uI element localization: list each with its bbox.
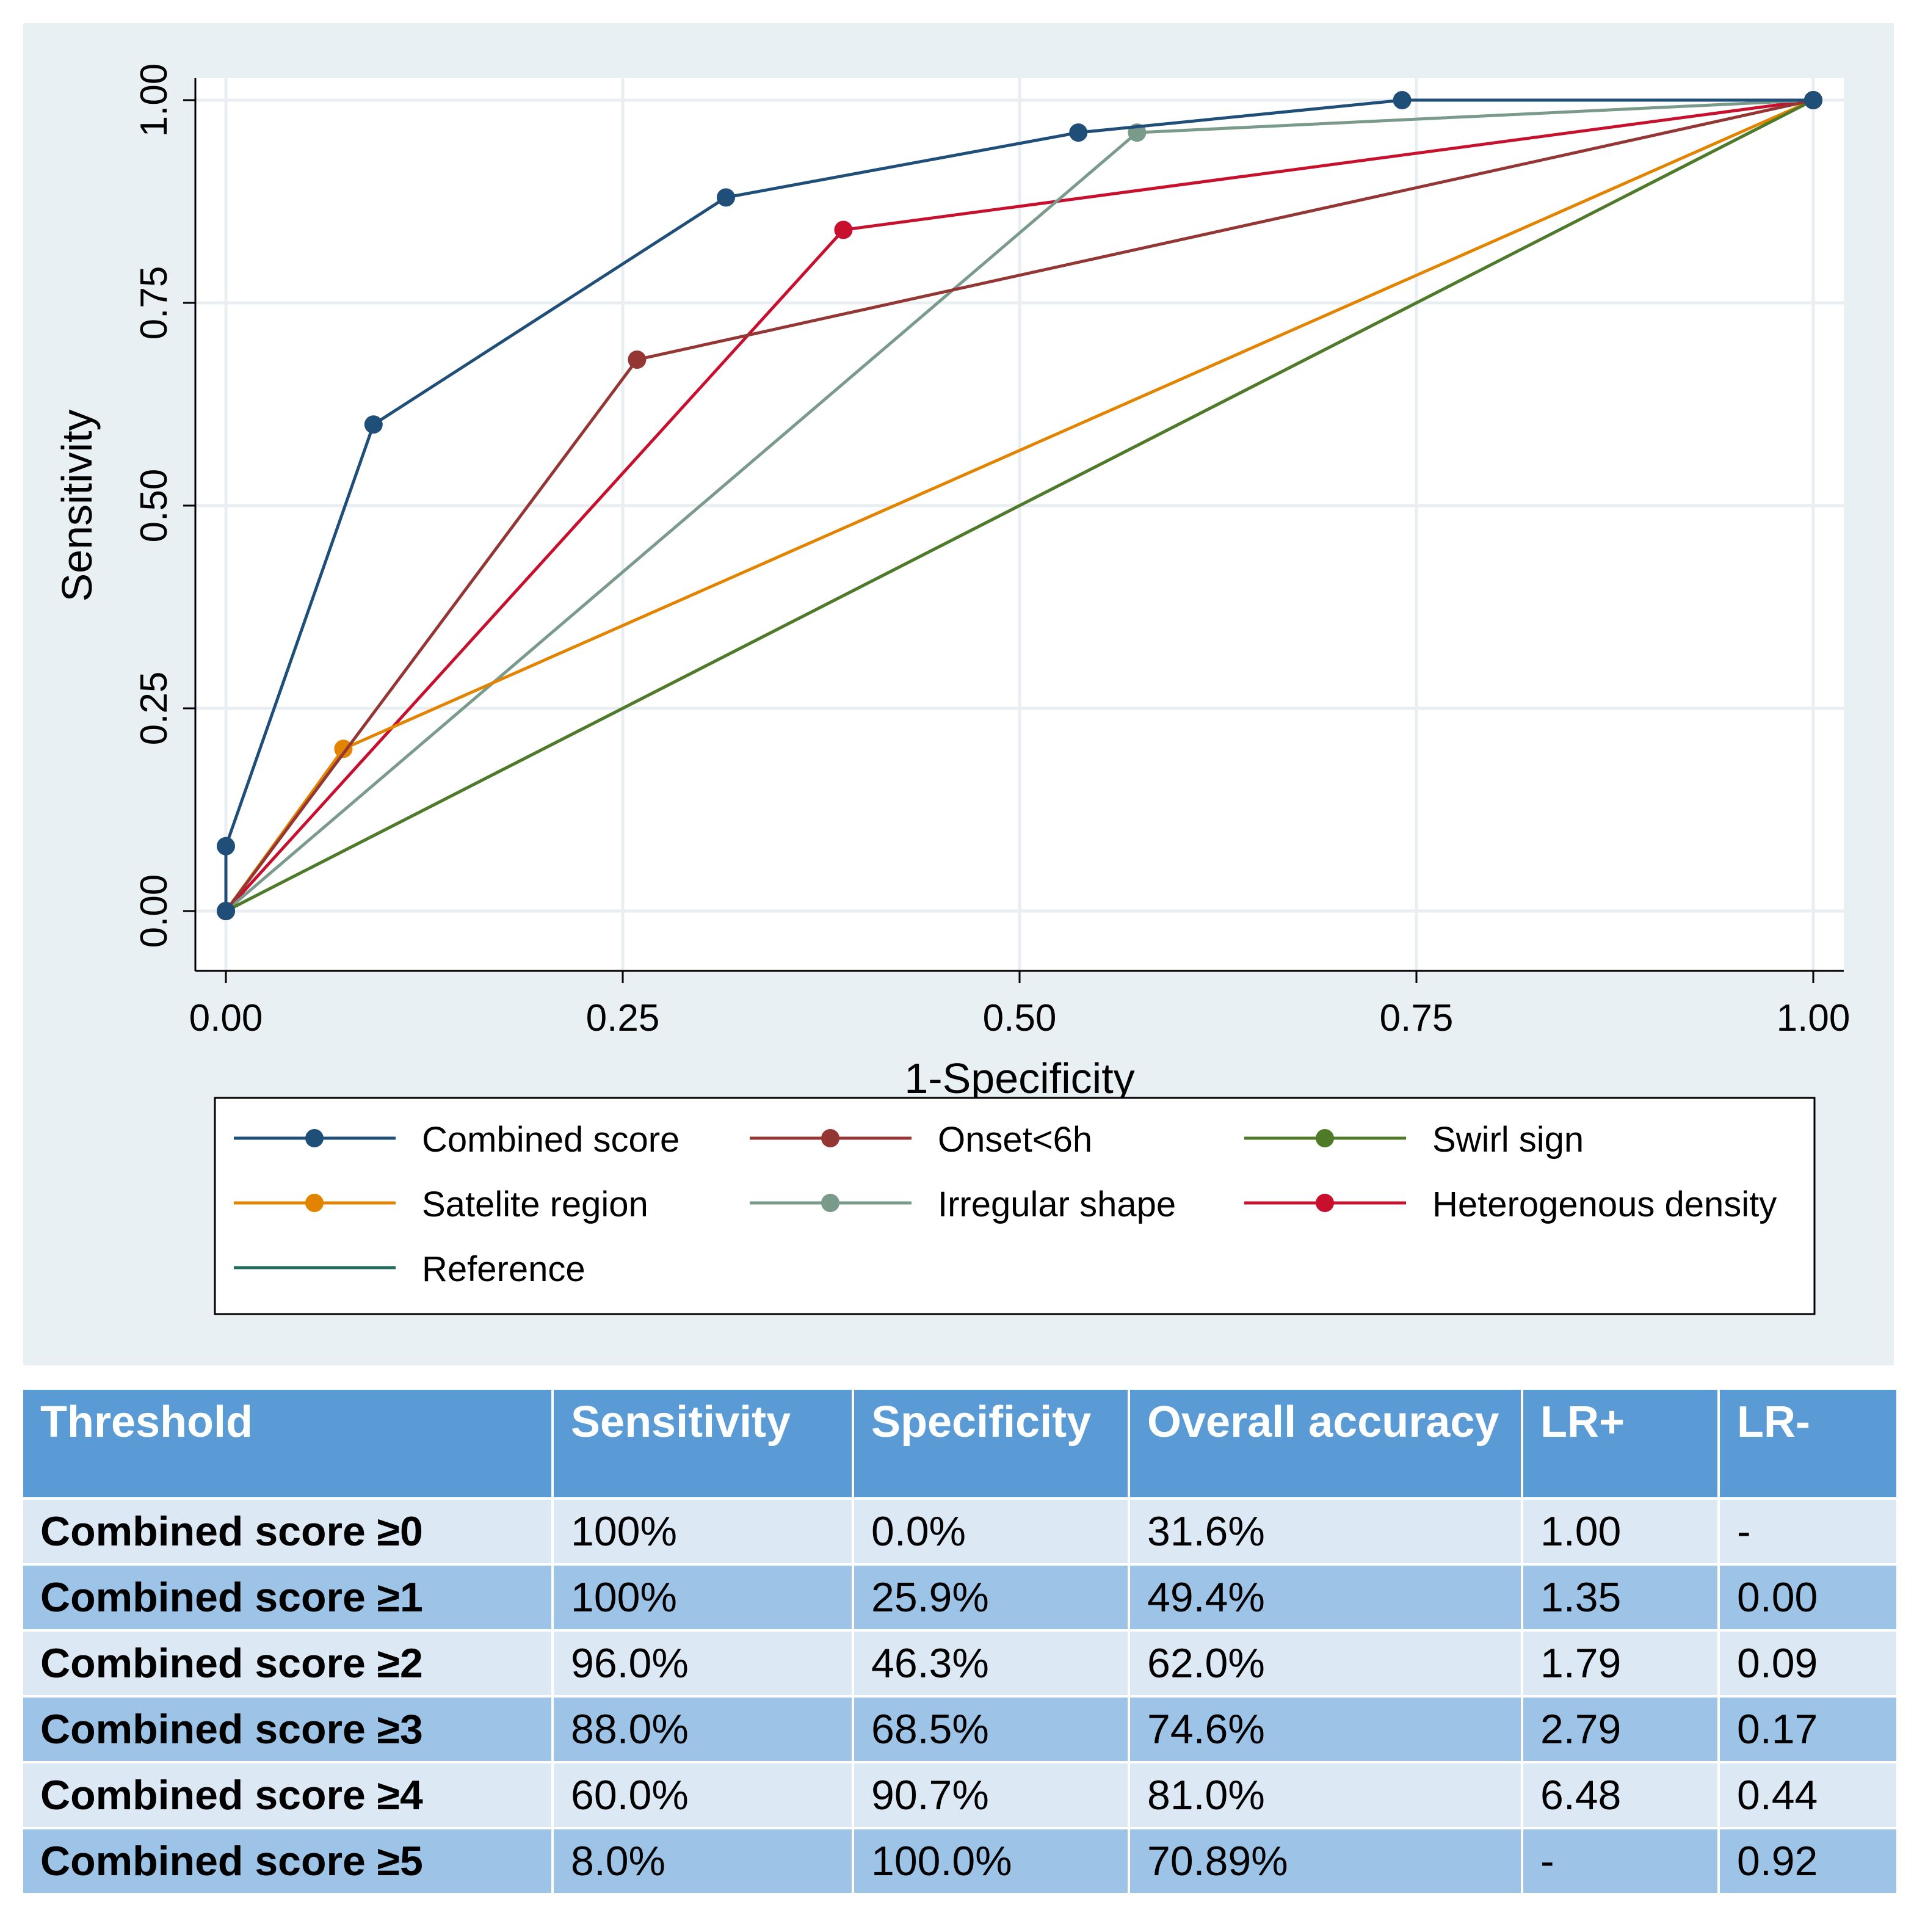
table-header-row: Threshold Sensitivity Specificity Overal…	[23, 1390, 1896, 1497]
header-lr-negative: LR-	[1720, 1390, 1896, 1497]
header-sensitivity: Sensitivity	[554, 1390, 852, 1497]
lr-positive-cell: 1.35	[1523, 1566, 1717, 1629]
data-point-combined-score	[717, 188, 735, 207]
x-tick-label: 0.00	[189, 997, 263, 1039]
sensitivity-cell: 60.0%	[554, 1763, 852, 1827]
accuracy-cell: 74.6%	[1130, 1698, 1521, 1761]
data-point-combined-score	[1393, 91, 1412, 109]
results-table-container: Threshold Sensitivity Specificity Overal…	[23, 1387, 1896, 1895]
y-tick-label: 1.00	[133, 64, 175, 137]
legend-label-swirl-sign: Swirl sign	[1432, 1120, 1584, 1160]
threshold-cell: Combined score ≥2	[23, 1632, 551, 1695]
threshold-cell: Combined score ≥0	[23, 1500, 551, 1563]
header-threshold: Threshold	[23, 1390, 551, 1497]
header-lr-positive: LR+	[1523, 1390, 1717, 1497]
threshold-cell: Combined score ≥4	[23, 1763, 551, 1827]
y-axis-label: Sensitivity	[53, 409, 101, 601]
series-lines	[217, 91, 1822, 920]
specificity-cell: 25.9%	[854, 1566, 1128, 1629]
results-table: Threshold Sensitivity Specificity Overal…	[21, 1387, 1899, 1895]
legend-label-irregular-shape: Irregular shape	[938, 1185, 1176, 1224]
table-row: Combined score ≥5 8.0% 100.0% 70.89% - 0…	[23, 1829, 1896, 1893]
header-specificity: Specificity	[854, 1390, 1128, 1497]
sensitivity-cell: 96.0%	[554, 1632, 852, 1695]
legend-label-combined-score: Combined score	[422, 1120, 680, 1160]
lr-negative-cell: 0.17	[1720, 1698, 1896, 1761]
data-point-onset-6h	[628, 350, 647, 369]
data-point-combined-score	[1069, 123, 1088, 142]
x-tick-label: 0.25	[586, 997, 660, 1039]
specificity-cell: 46.3%	[854, 1632, 1128, 1695]
table-row: Combined score ≥4 60.0% 90.7% 81.0% 6.48…	[23, 1763, 1896, 1827]
legend-marker-onset-6h	[821, 1129, 839, 1147]
roc-chart-panel: 0.00 0.25 0.50 0.75 1.00 0.00 0.25 0.50 0.75 1.00…	[23, 23, 1894, 1365]
y-tick-label: 0.25	[133, 672, 175, 746]
legend-marker-heterogenous-density	[1316, 1194, 1334, 1212]
sensitivity-cell: 100%	[554, 1500, 852, 1563]
table-row: Combined score ≥1 100% 25.9% 49.4% 1.35 …	[23, 1566, 1896, 1629]
roc-chart: 0.00 0.25 0.50 0.75 1.00 0.00 0.25 0.50 0.75 1.00…	[53, 64, 1850, 1315]
lr-positive-cell: 2.79	[1523, 1698, 1717, 1761]
lr-positive-cell: -	[1523, 1829, 1717, 1893]
legend-marker-swirl-sign	[1316, 1129, 1334, 1147]
sensitivity-cell: 8.0%	[554, 1829, 852, 1893]
x-tick-label: 1.00	[1777, 997, 1851, 1039]
threshold-cell: Combined score ≥3	[23, 1698, 551, 1761]
lr-negative-cell: 0.09	[1720, 1632, 1896, 1695]
lr-negative-cell: 0.44	[1720, 1763, 1896, 1827]
accuracy-cell: 49.4%	[1130, 1566, 1521, 1629]
table-row: Combined score ≥0 100% 0.0% 31.6% 1.00 -	[23, 1500, 1896, 1563]
data-point-satelite-region	[334, 739, 353, 758]
accuracy-cell: 81.0%	[1130, 1763, 1521, 1827]
data-point-combined-score	[364, 415, 383, 434]
y-tick-label: 0.00	[133, 874, 175, 948]
sensitivity-cell: 88.0%	[554, 1698, 852, 1761]
threshold-cell: Combined score ≥5	[23, 1829, 551, 1893]
lr-negative-cell: -	[1720, 1500, 1896, 1563]
legend-marker-irregular-shape	[821, 1194, 839, 1212]
legend-box	[214, 1097, 1816, 1315]
y-tick-label: 0.75	[133, 266, 175, 340]
axis-ticks: 0.00 0.25 0.50 0.75 1.00 0.00 0.25 0.50 0.75 1.00	[133, 64, 1850, 1039]
accuracy-cell: 70.89%	[1130, 1829, 1521, 1893]
header-overall-accuracy: Overall accuracy	[1130, 1390, 1521, 1497]
legend-label-satelite-region: Satelite region	[422, 1185, 648, 1224]
x-axis-label: 1-Specificity	[904, 1055, 1134, 1102]
data-point-combined-score	[217, 902, 235, 920]
series-line-swirl-sign	[225, 98, 1814, 913]
lr-negative-cell: 0.92	[1720, 1829, 1896, 1893]
legend-marker-satelite-region	[305, 1194, 324, 1212]
lr-positive-cell: 1.00	[1523, 1500, 1717, 1563]
legend-label-onset-6h: Onset<6h	[938, 1120, 1092, 1160]
specificity-cell: 100.0%	[854, 1829, 1128, 1893]
x-tick-label: 0.50	[983, 997, 1057, 1039]
sensitivity-cell: 100%	[554, 1566, 852, 1629]
legend-label-heterogenous-density: Heterogenous density	[1432, 1185, 1777, 1224]
data-point-combined-score	[1804, 91, 1822, 109]
lr-negative-cell: 0.00	[1720, 1566, 1896, 1629]
legend: Combined score Onset<6h Swirl sign Satelite…	[234, 1120, 1777, 1289]
accuracy-cell: 62.0%	[1130, 1632, 1521, 1695]
accuracy-cell: 31.6%	[1130, 1500, 1521, 1563]
data-point-heterogenous-density	[834, 220, 853, 239]
lr-positive-cell: 1.79	[1523, 1632, 1717, 1695]
specificity-cell: 0.0%	[854, 1500, 1128, 1563]
specificity-cell: 90.7%	[854, 1763, 1128, 1827]
lr-positive-cell: 6.48	[1523, 1763, 1717, 1827]
y-tick-label: 0.50	[133, 469, 175, 543]
specificity-cell: 68.5%	[854, 1698, 1128, 1761]
threshold-cell: Combined score ≥1	[23, 1566, 551, 1629]
x-tick-label: 0.75	[1380, 997, 1454, 1039]
data-point-combined-score	[217, 837, 235, 855]
table-row: Combined score ≥3 88.0% 68.5% 74.6% 2.79…	[23, 1698, 1896, 1761]
table-row: Combined score ≥2 96.0% 46.3% 62.0% 1.79…	[23, 1632, 1896, 1695]
legend-marker-combined-score	[305, 1129, 324, 1147]
legend-label-reference: Reference	[422, 1249, 585, 1289]
